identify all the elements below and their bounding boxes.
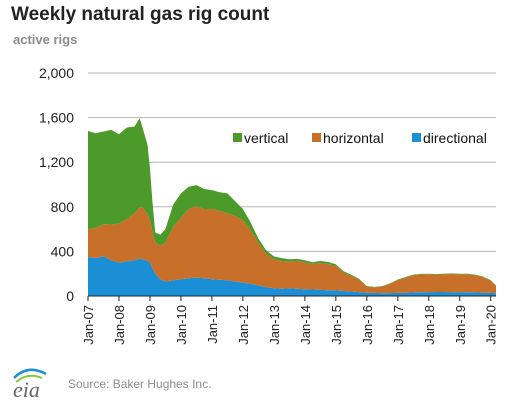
eia-logo-icon: eia	[13, 368, 47, 400]
chart-title: Weekly natural gas rig count	[11, 4, 270, 25]
x-tick-label: Jan-12	[236, 305, 251, 345]
series-vertical-area	[88, 118, 496, 288]
y-tick-label: 800	[51, 199, 75, 215]
series-horizontal-area	[88, 206, 496, 294]
x-tick-label: Jan-20	[484, 305, 499, 345]
x-axis-ticks: Jan-07 Jan-08 Jan-09 Jan-10 Jan-11 Jan-12 Jan-…	[81, 305, 499, 345]
x-tick-label: Jan-09	[143, 305, 158, 345]
grid-lines	[88, 72, 496, 252]
y-tick-label: 1,600	[39, 110, 74, 126]
legend-label-directional: directional	[423, 130, 487, 146]
y-tick-label: 2,000	[39, 65, 74, 81]
x-tick-label: Jan-15	[329, 305, 344, 345]
x-tick-label: Jan-17	[391, 305, 406, 345]
x-axis	[87, 295, 496, 301]
legend-label-horizontal: horizontal	[323, 130, 384, 146]
x-tick-label: Jan-19	[453, 305, 468, 345]
x-tick-label: Jan-18	[422, 305, 437, 345]
x-tick-label: Jan-13	[267, 305, 282, 345]
legend-swatch-horizontal	[312, 133, 321, 142]
y-axis-ticks: 0 400 800 1,200 1,600 2,000	[39, 65, 74, 304]
legend-label-vertical: vertical	[244, 130, 288, 146]
x-tick-label: Jan-11	[205, 305, 220, 344]
y-tick-label: 0	[66, 288, 74, 304]
x-tick-label: Jan-10	[174, 305, 189, 345]
legend: vertical horizontal directional	[233, 130, 487, 146]
x-tick-label: Jan-07	[81, 305, 96, 345]
legend-swatch-vertical	[233, 133, 242, 142]
y-tick-label: 1,200	[39, 154, 74, 170]
eia-logo-text: eia	[13, 377, 40, 400]
series-directional-area	[88, 256, 496, 296]
x-tick-label: Jan-08	[112, 305, 127, 345]
area-series	[88, 118, 496, 296]
y-tick-label: 400	[51, 243, 75, 259]
x-tick-label: Jan-16	[360, 305, 375, 345]
chart-subtitle: active rigs	[13, 32, 78, 47]
legend-swatch-directional	[412, 133, 421, 142]
x-tick-label: Jan-14	[298, 305, 313, 345]
source-note: Source: Baker Hughes Inc.	[68, 377, 212, 391]
